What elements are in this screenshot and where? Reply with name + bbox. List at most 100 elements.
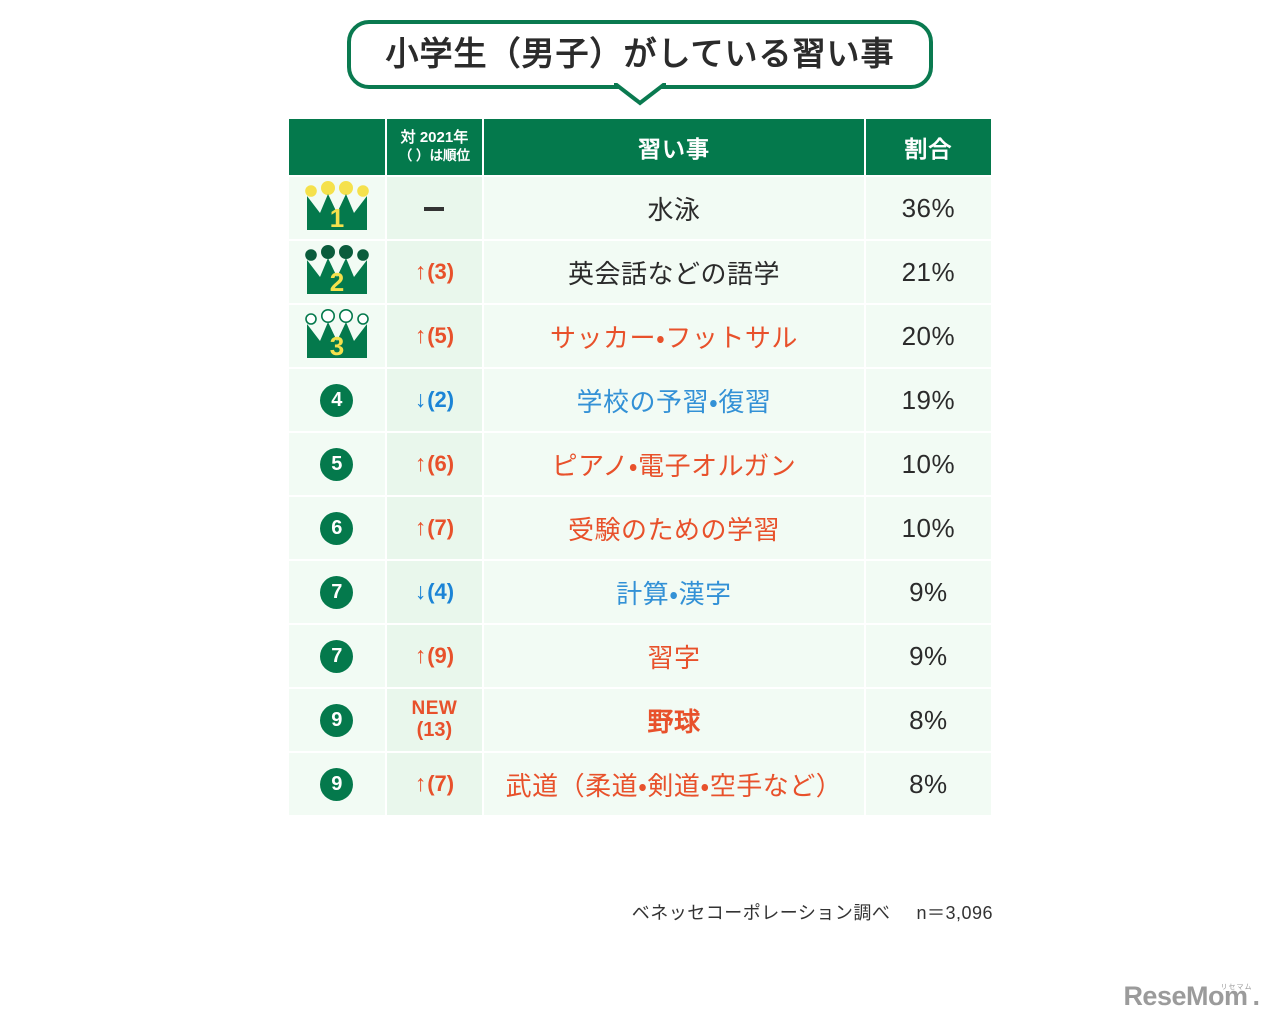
resemom-logo: ReseMom リセマム . (1123, 982, 1260, 1010)
change-indicator (387, 196, 482, 221)
percent-label: 8% (909, 768, 948, 799)
arrow-up-icon: ↑ (414, 770, 427, 797)
lesson-name-cell: 武道（柔道・剣道・空手など） (484, 753, 864, 815)
percent-cell: 10% (865, 497, 991, 559)
lesson-name-label: 習字 (647, 642, 701, 673)
percent-cell: 21% (865, 241, 991, 303)
change-cell: ↑(5) (386, 305, 483, 367)
ranking-table: 対 2021年 （ ）は順位 習い事 割合 1 水泳 36% 2 ↑(3) 英会話などの語… (287, 117, 993, 817)
change-cell: ↑(3) (386, 241, 483, 303)
lesson-name-label: ピアノ・電子オルガン (551, 450, 797, 481)
table-row: 7 ↑(9) 習字 9% (289, 625, 991, 687)
previous-rank-label: (7) (427, 771, 455, 797)
column-header-percent: 割合 (865, 119, 991, 175)
lesson-name-cell: 受験のための学習 (484, 497, 864, 559)
arrow-down-icon: ↓ (414, 386, 427, 413)
table-row: 3 ↑(5) サッカー・フットサル 20% (289, 305, 991, 367)
lesson-name-cell: ピアノ・電子オルガン (484, 433, 864, 495)
table-row: 5 ↑(6) ピアノ・電子オルガン 10% (289, 433, 991, 495)
percent-label: 36% (901, 192, 956, 223)
rank-badge: 9 (320, 703, 354, 737)
arrow-up-icon: ↑ (414, 450, 427, 477)
change-cell: ↑(7) (386, 497, 483, 559)
change-indicator: ↑(3) (387, 258, 482, 285)
arrow-down-icon: ↓ (414, 578, 427, 605)
svg-text:3: 3 (330, 331, 344, 361)
lesson-name-label: 野球 (647, 706, 701, 737)
svg-text:2: 2 (330, 267, 344, 297)
percent-label: 9% (909, 576, 948, 607)
change-indicator: ↑(5) (387, 322, 482, 349)
column-header-rank (289, 119, 385, 175)
percent-label: 19% (901, 384, 956, 415)
title-bubble: 小学生（男子）がしている習い事 (347, 20, 933, 106)
lesson-name-cell: 習字 (484, 625, 864, 687)
arrow-up-icon: ↑ (414, 642, 427, 669)
lesson-name-cell: 英会話などの語学 (484, 241, 864, 303)
lesson-name-cell: 学校の予習・復習 (484, 369, 864, 431)
percent-cell: 20% (865, 305, 991, 367)
lesson-name-cell: サッカー・フットサル (484, 305, 864, 367)
percent-cell: 9% (865, 625, 991, 687)
percent-label: 10% (901, 512, 956, 543)
percent-label: 9% (909, 640, 948, 671)
logo-text: ReseMom (1123, 981, 1248, 1011)
arrow-up-icon: ↑ (414, 258, 427, 285)
table-header: 対 2021年 （ ）は順位 習い事 割合 (289, 119, 991, 175)
lesson-name-label: 学校の予習・復習 (576, 386, 772, 417)
rank-badge-cell: 4 (289, 369, 385, 431)
crown-icon-cell: 3 (289, 305, 385, 367)
change-indicator: ↓(4) (387, 578, 482, 605)
percent-cell: 9% (865, 561, 991, 623)
change-cell: ↑(7) (386, 753, 483, 815)
source-label: ベネッセコーポレーション調べ (631, 903, 891, 923)
page-title: 小学生（男子）がしている習い事 (385, 35, 895, 72)
previous-rank-label: (7) (427, 515, 455, 541)
previous-rank-label: (9) (427, 643, 455, 669)
logo-kana: リセマム (1220, 984, 1253, 991)
percent-label: 10% (901, 448, 956, 479)
table-row: 2 ↑(3) 英会話などの語学 21% (289, 241, 991, 303)
table-row: 4 ↓(2) 学校の予習・復習 19% (289, 369, 991, 431)
logo-dot: . (1252, 981, 1260, 1011)
rank-badge: 5 (320, 447, 354, 481)
previous-rank-label: (2) (427, 387, 455, 413)
column-header-lesson: 習い事 (484, 119, 864, 175)
previous-rank-label: (6) (427, 451, 455, 477)
percent-label: 20% (901, 320, 956, 351)
rank-badge-cell: 7 (289, 561, 385, 623)
no-change-dash-icon (424, 206, 445, 211)
lesson-name-label: 武道（柔道・剣道・空手など） (505, 770, 843, 801)
percent-label: 21% (901, 256, 956, 287)
title-bubble-container: 小学生（男子）がしている習い事 (0, 20, 1280, 106)
rank-badge-cell: 5 (289, 433, 385, 495)
rank-badge: 4 (320, 383, 354, 417)
percent-label: 8% (909, 704, 948, 735)
percent-cell: 10% (865, 433, 991, 495)
lesson-name-label: 水泳 (647, 194, 701, 225)
change-indicator: NEW (13) (387, 698, 482, 742)
rank-badge: 6 (320, 511, 354, 545)
change-indicator: ↑(7) (387, 514, 482, 541)
rank-badge-cell: 9 (289, 689, 385, 751)
percent-cell: 36% (865, 177, 991, 239)
change-indicator: ↓(2) (387, 386, 482, 413)
arrow-up-icon: ↑ (414, 322, 427, 349)
percent-cell: 19% (865, 369, 991, 431)
lesson-name-label: サッカー・フットサル (550, 322, 798, 353)
previous-rank-label: (3) (427, 259, 455, 285)
svg-text:1: 1 (330, 203, 344, 233)
lesson-name-cell: 野球 (484, 689, 864, 751)
lesson-name-label: 受験のための学習 (567, 514, 780, 545)
speech-bubble-tail-icon (613, 83, 666, 106)
change-indicator: ↑(7) (387, 770, 482, 797)
change-cell: NEW (13) (386, 689, 483, 751)
new-badge-label: NEW (411, 698, 458, 720)
sample-size-label: n＝3,096 (916, 903, 993, 923)
rank-badge-cell: 9 (289, 753, 385, 815)
lesson-name-label: 英会話などの語学 (567, 258, 780, 289)
rank-badge-cell: 7 (289, 625, 385, 687)
previous-rank-label: (4) (427, 579, 455, 605)
crown-icon-cell: 1 (289, 177, 385, 239)
change-indicator: ↑(6) (387, 450, 482, 477)
